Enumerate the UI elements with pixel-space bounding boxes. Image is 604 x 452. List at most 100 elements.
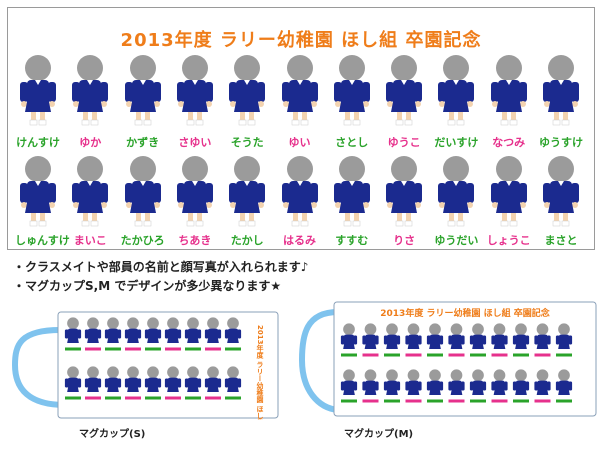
kid-figure [489, 153, 529, 233]
mini-kid-figure [448, 323, 465, 349]
mini-kid-figure [362, 323, 379, 349]
kid-figure [227, 153, 267, 233]
mini-kid-figure [124, 317, 142, 343]
mini-kid-name [491, 399, 508, 403]
mini-kid-figure [534, 369, 551, 395]
kid-name-label: だいすけ [434, 136, 479, 149]
mini-kid-name [448, 399, 465, 403]
kid-name-label: たかひろ [120, 234, 165, 247]
mini-kid-figure [469, 323, 487, 349]
mini-kid-figure [405, 369, 422, 395]
kid-name-label: まいこ [73, 234, 107, 247]
kid-figure [280, 153, 320, 233]
mini-kid-name [125, 347, 141, 351]
mini-kid-figure [64, 317, 82, 343]
mini-kid-name [145, 347, 161, 351]
mini-kid-figure [224, 317, 242, 343]
mini-kid-figure [144, 317, 162, 343]
mini-kid-figure [84, 317, 102, 343]
mini-kid-name [362, 353, 379, 357]
mini-kid-name [85, 396, 101, 400]
mini-kid-figure [144, 366, 162, 392]
mug-medium-illustration: 2013年度 ラリー幼稚園 ほし組 卒園記念 [298, 301, 597, 417]
mini-kid-figure [448, 369, 465, 395]
kid-name-label: ゆうすけ [539, 136, 583, 149]
kid-figure [70, 52, 110, 132]
kid-name-label: たかし [230, 234, 264, 247]
mug-medium-caption: マグカップ(M) [344, 429, 414, 440]
mini-kid-name [185, 347, 201, 351]
mini-kid-name [427, 399, 443, 403]
kid-name-label: なつみ [492, 136, 526, 149]
kid-name-label: まさと [544, 234, 578, 247]
mug-small-title: 2013年度 ラリー幼稚園 ほし組 卒園記念 [256, 325, 265, 420]
mini-kid-name [165, 347, 181, 351]
mini-kid-figure [104, 317, 122, 343]
mini-kid-name [556, 353, 572, 357]
mini-kid-figure [405, 323, 422, 349]
kid-figure [18, 153, 58, 233]
kid-figure [175, 153, 215, 233]
mini-kid-figure [512, 323, 530, 349]
kid-figure [541, 153, 581, 233]
mini-kid-figure [512, 369, 530, 395]
mini-kid-figure [469, 369, 487, 395]
mini-kid-name [105, 347, 121, 351]
mini-kid-figure [64, 366, 82, 392]
mini-kid-name [534, 399, 551, 403]
kid-name-label: ちあき [178, 234, 212, 247]
mini-kid-name [556, 399, 572, 403]
kid-name-label: さゆい [178, 136, 212, 149]
kid-figure [70, 153, 110, 233]
mini-kid-figure [383, 323, 401, 349]
kid-figure [384, 153, 424, 233]
mini-kid-figure [491, 369, 508, 395]
kid-name-label: すすむ [335, 234, 369, 247]
mini-kid-name [341, 353, 357, 357]
kid-name-label: しゅんすけ [15, 234, 70, 247]
kid-name-label: ゆうだい [434, 234, 479, 247]
kid-figure [227, 52, 267, 132]
mini-kid-name [513, 399, 529, 403]
mini-kid-figure [426, 323, 444, 349]
mug-small-illustration: 2013年度 ラリー幼稚園 ほし組 卒園記念 [11, 311, 279, 420]
kid-figure [332, 153, 372, 233]
mug-medium-handle [298, 309, 339, 413]
kid-figure [280, 52, 320, 132]
mini-kid-name [145, 396, 161, 400]
mini-kid-name [125, 396, 141, 400]
mug-medium-title: 2013年度 ラリー幼稚園 ほし組 卒園記念 [380, 307, 549, 319]
mini-kid-name [448, 353, 465, 357]
kid-name-label: ゆうこ [387, 136, 421, 149]
mini-kid-name [65, 347, 81, 351]
kid-figure [18, 52, 58, 132]
mini-kid-name [405, 353, 422, 357]
mini-kid-figure [362, 369, 379, 395]
mini-kid-name [105, 396, 121, 400]
mini-kid-name [491, 353, 508, 357]
kid-figure [175, 52, 215, 132]
mini-kid-figure [104, 366, 122, 392]
mini-kid-name [65, 396, 81, 400]
mini-kid-figure [534, 323, 551, 349]
kid-figure [123, 52, 163, 132]
mini-kid-figure [555, 369, 573, 395]
kid-name-label: しょうこ [486, 234, 531, 247]
mini-kid-figure [383, 369, 401, 395]
note-line-2: ・マグカップS,M でデザインが多少異なります★ [13, 279, 282, 293]
mini-kid-name [470, 353, 486, 357]
mini-kid-name [185, 396, 201, 400]
note-line-1: ・クラスメイトや部員の名前と顔写真が入れられます♪ [13, 260, 309, 274]
kid-figure [332, 52, 372, 132]
kid-name-label: さとし [335, 136, 369, 149]
mini-kid-figure [204, 366, 222, 392]
mug-medium-body [333, 301, 597, 417]
mini-kid-name [341, 399, 357, 403]
kid-name-label: かずき [126, 136, 160, 149]
mini-kid-figure [164, 366, 182, 392]
mini-kid-figure [340, 323, 358, 349]
mini-kid-name [470, 399, 486, 403]
banner-title: 2013年度 ラリー幼稚園 ほし組 卒園記念 [120, 30, 482, 51]
mini-kid-name [225, 396, 241, 400]
mini-kid-figure [426, 369, 444, 395]
